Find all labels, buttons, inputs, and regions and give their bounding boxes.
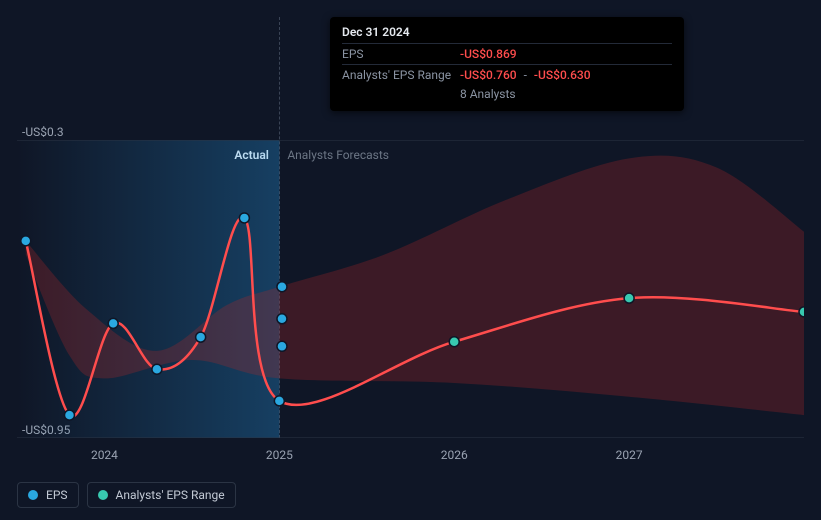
y-axis-label: -US$0.3: [22, 125, 64, 139]
tooltip-date: Dec 31 2024: [342, 25, 672, 39]
tooltip-value: -US$0.869: [460, 47, 517, 61]
tooltip-range-high: -US$0.630: [534, 68, 591, 82]
legend-label: EPS: [46, 488, 68, 502]
legend-dot-icon: [98, 490, 108, 500]
chart-svg: [17, 140, 804, 438]
plot-area[interactable]: [17, 140, 804, 438]
legend-item-range[interactable]: Analysts' EPS Range: [87, 482, 236, 508]
legend: EPS Analysts' EPS Range: [17, 482, 236, 508]
tooltip-subtext: 8 Analysts: [460, 85, 672, 101]
legend-label: Analysts' EPS Range: [116, 488, 225, 502]
x-axis-label: 2026: [441, 448, 468, 462]
tooltip-row-eps: EPS -US$0.869: [342, 43, 672, 64]
tooltip-range-low: -US$0.760: [460, 68, 517, 82]
x-axis-label: 2027: [616, 448, 643, 462]
tooltip-row-range: Analysts' EPS Range -US$0.760 - -US$0.63…: [342, 64, 672, 85]
eps-chart: Dec 31 2024 EPS -US$0.869 Analysts' EPS …: [0, 0, 821, 520]
x-axis-label: 2024: [91, 448, 118, 462]
chart-tooltip: Dec 31 2024 EPS -US$0.869 Analysts' EPS …: [330, 17, 684, 111]
tooltip-range-sep: -: [517, 68, 534, 82]
tooltip-key: EPS: [342, 47, 460, 61]
x-axis-label: 2025: [266, 448, 293, 462]
tooltip-key: Analysts' EPS Range: [342, 68, 460, 82]
legend-dot-icon: [28, 490, 38, 500]
legend-item-eps[interactable]: EPS: [17, 482, 79, 508]
